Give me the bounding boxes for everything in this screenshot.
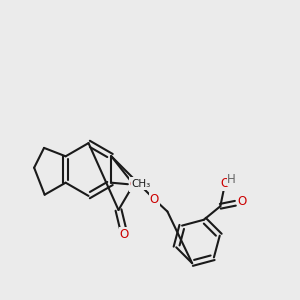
Text: O: O xyxy=(150,193,159,206)
Text: H: H xyxy=(227,173,236,186)
Text: O: O xyxy=(221,177,230,190)
Text: O: O xyxy=(237,195,247,208)
Text: CH₃: CH₃ xyxy=(131,179,151,189)
Text: O: O xyxy=(119,227,128,241)
Text: O: O xyxy=(130,178,139,191)
